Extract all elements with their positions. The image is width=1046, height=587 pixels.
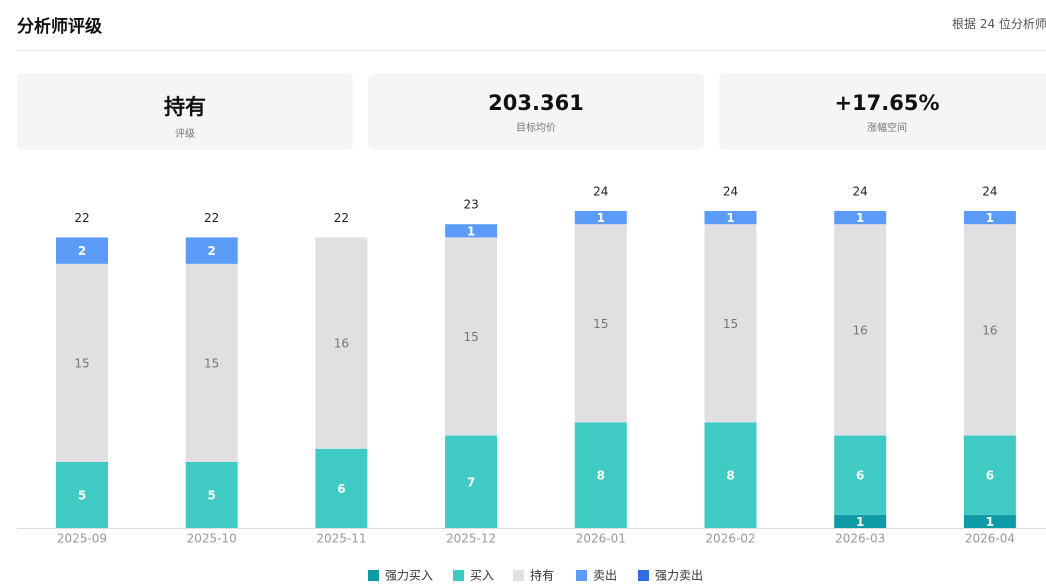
bar-segment <box>185 461 238 528</box>
bar-segment <box>56 263 108 462</box>
analyst-count-note: 根据 24 位分析师 <box>952 17 1046 31</box>
upside-card: +17.65% 涨幅空间 <box>719 73 1046 150</box>
x-tick-label: 2026-01 <box>576 532 626 546</box>
legend-label: 持有 <box>530 568 554 583</box>
bar-segment <box>445 435 498 528</box>
segment-label: 1 <box>597 211 605 225</box>
bar-segment <box>963 211 1016 225</box>
bar-segment <box>445 237 498 436</box>
segment-label: 2 <box>208 244 216 258</box>
segment-label: 1 <box>986 515 994 529</box>
bar-segment <box>704 224 757 423</box>
segment-label: 6 <box>986 469 994 483</box>
x-tick-label: 2025-12 <box>446 532 496 546</box>
legend-label: 强力买入 <box>385 569 433 583</box>
legend-swatch <box>576 570 587 581</box>
x-tick-label: 2026-03 <box>835 532 885 546</box>
x-tick-label: 2026-04 <box>965 532 1015 546</box>
card-label: 涨幅空间 <box>867 123 907 134</box>
segment-label: 6 <box>337 482 345 496</box>
segment-label: 8 <box>597 469 605 483</box>
total-label: 24 <box>853 185 868 199</box>
segment-label: 1 <box>467 224 475 238</box>
bar-segment <box>834 435 887 515</box>
segment-label: 16 <box>334 337 349 351</box>
rating-card: 持有 评级 <box>17 73 353 150</box>
segment-label: 6 <box>856 469 864 483</box>
segment-label: 1 <box>726 211 734 225</box>
bar-segment <box>56 461 108 528</box>
segment-label: 5 <box>78 488 86 502</box>
bar-segment <box>834 211 887 225</box>
segment-label: 15 <box>204 356 219 370</box>
total-label: 22 <box>74 211 89 225</box>
legend-label: 买入 <box>470 569 494 583</box>
chart: 5152222025-095152222025-10616222025-1171… <box>17 185 1046 583</box>
bar-segment <box>834 224 887 436</box>
bar-segment <box>574 422 627 528</box>
card-label: 目标均价 <box>516 123 556 134</box>
x-tick-label: 2025-09 <box>57 532 107 546</box>
legend-label: 强力卖出 <box>655 569 703 583</box>
segment-label: 5 <box>208 488 216 502</box>
x-tick-label: 2025-11 <box>316 532 366 546</box>
total-label: 22 <box>334 211 349 225</box>
bar-segment <box>56 237 108 264</box>
total-label: 24 <box>593 185 608 199</box>
segment-label: 1 <box>856 515 864 529</box>
card-label: 评级 <box>175 129 195 140</box>
x-tick-label: 2025-10 <box>187 532 237 546</box>
bar-segment <box>963 514 1016 528</box>
total-label: 24 <box>982 185 997 199</box>
section-title: 分析师评级 <box>17 17 102 37</box>
legend-label: 卖出 <box>593 569 617 583</box>
bar-segment <box>704 211 757 225</box>
segment-label: 1 <box>856 211 864 225</box>
bar-segment <box>445 224 498 238</box>
card-value: 持有 <box>164 95 206 119</box>
bar-segment <box>963 435 1016 515</box>
card-value: +17.65% <box>834 91 940 115</box>
divider <box>17 50 1046 51</box>
bar-segment <box>185 263 238 462</box>
total-label: 24 <box>723 185 738 199</box>
segment-label: 7 <box>467 475 475 489</box>
segment-label: 1 <box>986 211 994 225</box>
segment-label: 15 <box>723 317 738 331</box>
card-value: 203.361 <box>488 91 584 115</box>
bar-segment <box>834 514 887 528</box>
legend-swatch <box>453 570 464 581</box>
legend-swatch <box>368 570 379 581</box>
segment-label: 15 <box>593 317 608 331</box>
segment-label: 16 <box>853 323 868 337</box>
segment-label: 16 <box>982 323 997 337</box>
bar-segment <box>574 224 627 423</box>
bar-segment <box>315 448 368 528</box>
segment-label: 15 <box>463 330 478 344</box>
x-tick-label: 2026-02 <box>705 532 755 546</box>
segment-label: 15 <box>74 356 89 370</box>
total-label: 22 <box>204 211 219 225</box>
bar-segment <box>704 422 757 528</box>
total-label: 23 <box>463 198 478 212</box>
bar-segment <box>963 224 1016 436</box>
legend-swatch <box>513 570 524 581</box>
segment-label: 2 <box>78 244 86 258</box>
bar-segment <box>315 237 368 449</box>
bar-segment <box>185 237 238 264</box>
bar-segment <box>574 211 627 225</box>
legend-swatch <box>638 570 649 581</box>
segment-label: 8 <box>726 469 734 483</box>
target-price-card: 203.361 目标均价 <box>368 73 704 150</box>
